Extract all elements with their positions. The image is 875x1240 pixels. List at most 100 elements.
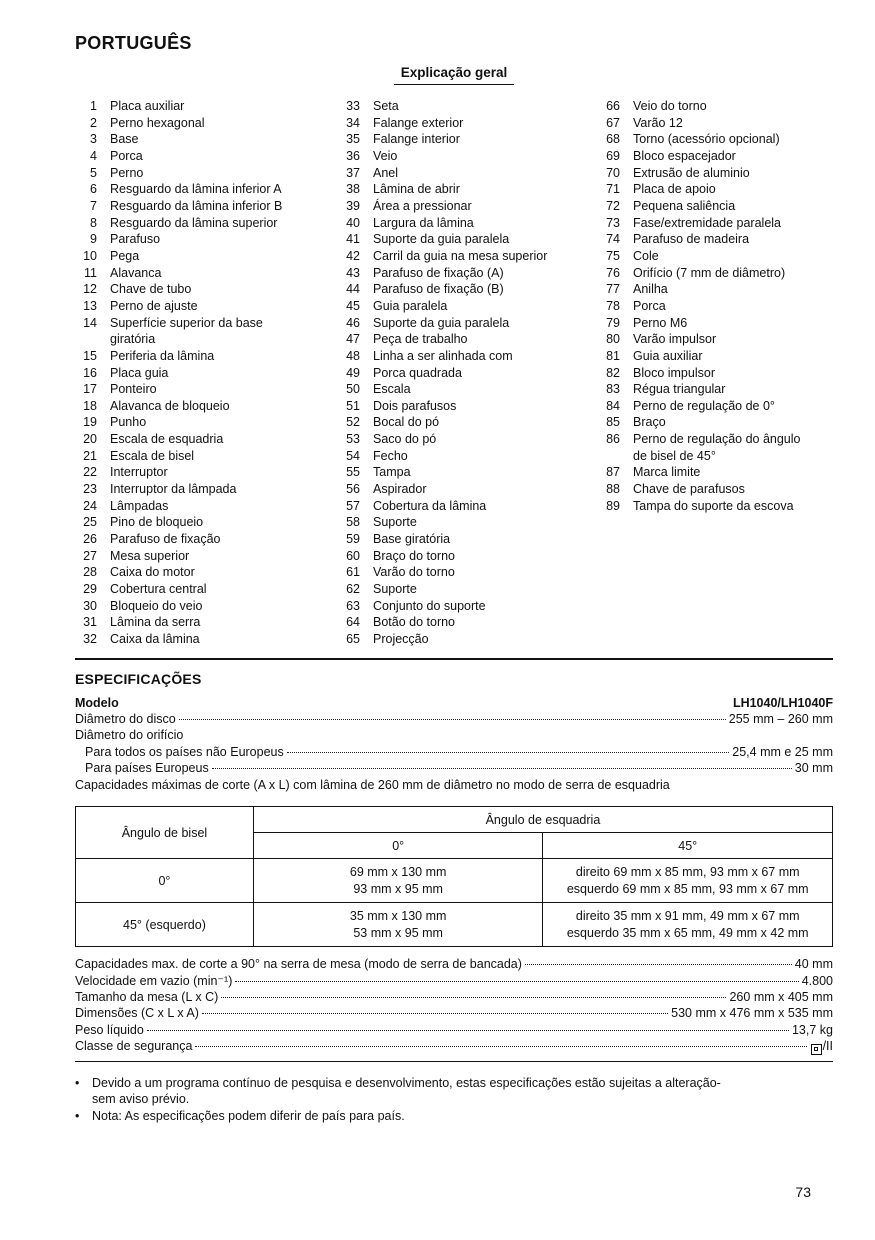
- part-label: Pega: [110, 248, 140, 263]
- table-cell-line: 35 mm x 130 mm: [349, 909, 447, 924]
- part-number: 8: [90, 215, 97, 230]
- table-row-header: 0°: [75, 858, 254, 904]
- part-item: 20 Escala de esquadria: [75, 431, 338, 448]
- part-label: Régua triangular: [633, 382, 726, 397]
- dot-leader: [235, 980, 799, 982]
- spec-line: Diâmetro do orifício: [75, 727, 833, 743]
- part-item: 83 Régua triangular: [598, 381, 833, 398]
- language-title: PORTUGUÊS: [75, 33, 192, 53]
- part-item: 53 Saco do pó: [338, 431, 598, 448]
- part-label: Varão do torno: [373, 565, 455, 580]
- part-item: 89 Tampa do suporte da escova: [598, 498, 833, 515]
- parts-list: 1 Placa auxiliar 2 Perno hexagonal 3 Base 4 Por…: [75, 98, 833, 648]
- part-label: Placa de apoio: [633, 182, 716, 197]
- spec-line: Para países Europeus 30 mm: [75, 760, 833, 776]
- part-item: 57 Cobertura da lâmina: [338, 498, 598, 515]
- part-number: 80: [606, 332, 620, 347]
- part-label: Suporte: [373, 582, 417, 597]
- part-label: Parafuso de fixação (A): [373, 265, 504, 280]
- specs-lines-bottom: Capacidades max. de corte a 90° na serra…: [75, 956, 833, 1055]
- model-value: LH1040/LH1040F: [732, 695, 833, 710]
- table-row-header: 45° (esquerdo): [75, 902, 254, 948]
- spec-value: 25,4 mm e 25 mm: [732, 744, 833, 759]
- part-number: 4: [90, 148, 97, 163]
- part-label: Extrusão de aluminio: [633, 165, 750, 180]
- part-number: 41: [346, 232, 360, 247]
- part-item: 45 Guia paralela: [338, 298, 598, 315]
- part-label: Tampa: [373, 465, 411, 480]
- part-label: Tampa do suporte da escova: [633, 498, 794, 513]
- spec-value: 4.800: [801, 973, 833, 988]
- spec-label: Tamanho da mesa (L x C): [75, 989, 219, 1004]
- spec-label: Classe de segurança: [75, 1039, 193, 1054]
- part-label: Periferia da lâmina: [110, 348, 215, 363]
- part-item: 77 Anilha: [598, 281, 833, 298]
- part-item: 12 Chave de tubo: [75, 281, 338, 298]
- table-row: 45° (esquerdo) 35 mm x 130 mm 53 mm x 95 m…: [75, 902, 833, 948]
- part-item: 28 Caixa do motor: [75, 564, 338, 581]
- part-item: 27 Mesa superior: [75, 548, 338, 565]
- bullet-icon: •: [75, 1108, 80, 1123]
- part-item: 84 Perno de regulação de 0°: [598, 398, 833, 415]
- part-number: 62: [346, 582, 360, 597]
- spec-line: Velocidade em vazio (min⁻¹) 4.800: [75, 973, 833, 989]
- part-item: 29 Cobertura central: [75, 581, 338, 598]
- part-item: 38 Lâmina de abrir: [338, 181, 598, 198]
- part-number: 13: [83, 298, 97, 313]
- part-label: Lâmina de abrir: [373, 182, 460, 197]
- part-number: 10: [83, 248, 97, 263]
- part-number: 6: [90, 182, 97, 197]
- part-label: Escala de bisel: [110, 448, 195, 463]
- bullet-icon: •: [75, 1075, 80, 1090]
- notes-divider: [75, 1060, 833, 1062]
- part-number: 27: [83, 548, 97, 563]
- table-column-header: 45°: [542, 832, 833, 860]
- part-label: Parafuso de madeira: [633, 232, 750, 247]
- part-item: 9 Parafuso: [75, 231, 338, 248]
- part-item: 54 Fecho: [338, 448, 598, 465]
- part-number: 21: [83, 448, 97, 463]
- part-number: 3: [90, 132, 97, 147]
- part-item: 4 Porca: [75, 148, 338, 165]
- part-label: Lâmpadas: [110, 498, 169, 513]
- table-row: 0° 69 mm x 130 mm 93 mm x 95 mm direito 69 …: [75, 858, 833, 904]
- note-item: • Devido a um programa contínuo de pesqui…: [75, 1075, 833, 1108]
- part-number: 72: [606, 198, 620, 213]
- part-item: 19 Punho: [75, 414, 338, 431]
- part-label: Perno de ajuste: [110, 298, 198, 313]
- part-item: 21 Escala de bisel: [75, 448, 338, 465]
- dot-leader: [524, 964, 792, 966]
- spec-value: 255 mm – 260 mm: [728, 712, 833, 727]
- section-title: Explicação geral: [393, 65, 515, 85]
- part-item: 62 Suporte: [338, 581, 598, 598]
- part-item: 10 Pega: [75, 248, 338, 265]
- part-item: 42 Carril da guia na mesa superior: [338, 248, 598, 265]
- part-item: 26 Parafuso de fixação: [75, 531, 338, 548]
- part-item: 58 Suporte: [338, 514, 598, 531]
- part-label: Escala: [373, 382, 411, 397]
- part-label: Anilha: [633, 282, 668, 297]
- part-item: 48 Linha a ser alinhada com: [338, 348, 598, 365]
- part-label: Orifício (7 mm de diâmetro): [633, 265, 786, 280]
- model-label: Modelo: [75, 695, 119, 710]
- part-item: 40 Largura da lâmina: [338, 215, 598, 232]
- part-number: 16: [83, 365, 97, 380]
- part-label: Caixa do motor: [110, 565, 195, 580]
- dot-leader: [178, 719, 726, 721]
- part-label: Bloco impulsor: [633, 365, 715, 380]
- part-label: Resguardo da lâmina inferior B: [110, 198, 283, 213]
- table-cell: direito 69 mm x 85 mm, 93 mm x 67 mm esqu…: [542, 858, 833, 904]
- part-item: 16 Placa guia: [75, 365, 338, 382]
- part-label: Peça de trabalho: [373, 332, 468, 347]
- spec-value: 40 mm: [794, 957, 833, 972]
- note-text: Nota: As especificações podem diferir de…: [92, 1108, 405, 1123]
- spec-line: Tamanho da mesa (L x C) 260 mm x 405 mm: [75, 989, 833, 1005]
- part-number: 33: [346, 99, 360, 113]
- part-number: 24: [83, 498, 97, 513]
- part-label: Veio do torno: [633, 99, 707, 113]
- part-label: Perno: [110, 165, 144, 180]
- part-label: Base: [110, 132, 139, 147]
- spec-label: Diâmetro do disco: [75, 712, 176, 727]
- part-item: 2 Perno hexagonal: [75, 115, 338, 132]
- part-item: 68 Torno (acessório opcional): [598, 131, 833, 148]
